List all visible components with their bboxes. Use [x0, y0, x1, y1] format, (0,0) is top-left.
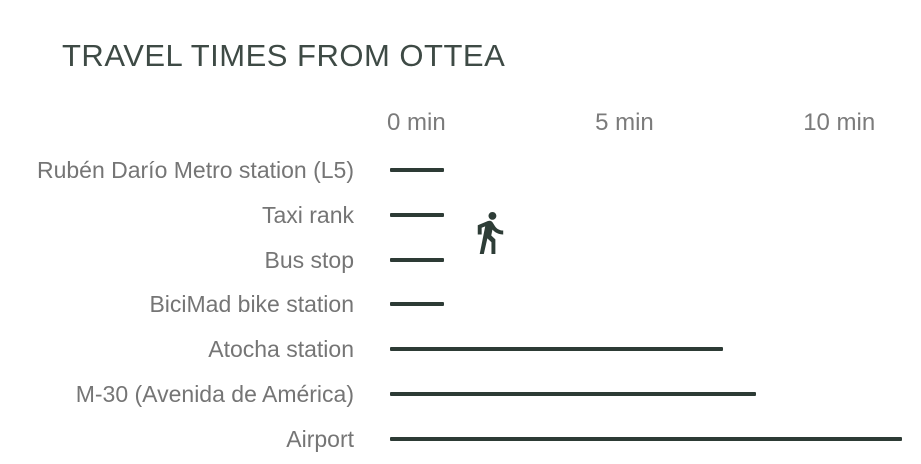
- axis-tick-label: 10 min: [803, 109, 876, 136]
- bar: [390, 436, 902, 441]
- axis-tick-label: 0 min: [387, 109, 446, 136]
- walking-person-icon: [466, 209, 513, 261]
- row-label: Airport: [286, 425, 354, 452]
- row-label: Rubén Darío Metro station (L5): [36, 157, 354, 183]
- row-label: Bus stop: [264, 246, 355, 273]
- bar: [390, 302, 444, 307]
- bar: [390, 257, 444, 262]
- bar: [390, 168, 444, 172]
- row-label: Atocha station: [208, 336, 354, 363]
- row-label: Taxi rank: [261, 201, 354, 228]
- bar: [390, 212, 444, 217]
- bar: [390, 347, 723, 352]
- bar: [390, 392, 756, 396]
- chart-title: TRAVEL TIMES FROM OTTEA: [62, 38, 506, 73]
- row-label: BiciMad bike station: [149, 291, 354, 318]
- row-label: M-30 (Avenida de América): [75, 381, 354, 407]
- axis-tick-label: 5 min: [595, 109, 654, 136]
